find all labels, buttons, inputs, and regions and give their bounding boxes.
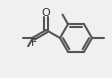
Text: O: O xyxy=(42,7,51,17)
Text: F: F xyxy=(31,39,37,49)
